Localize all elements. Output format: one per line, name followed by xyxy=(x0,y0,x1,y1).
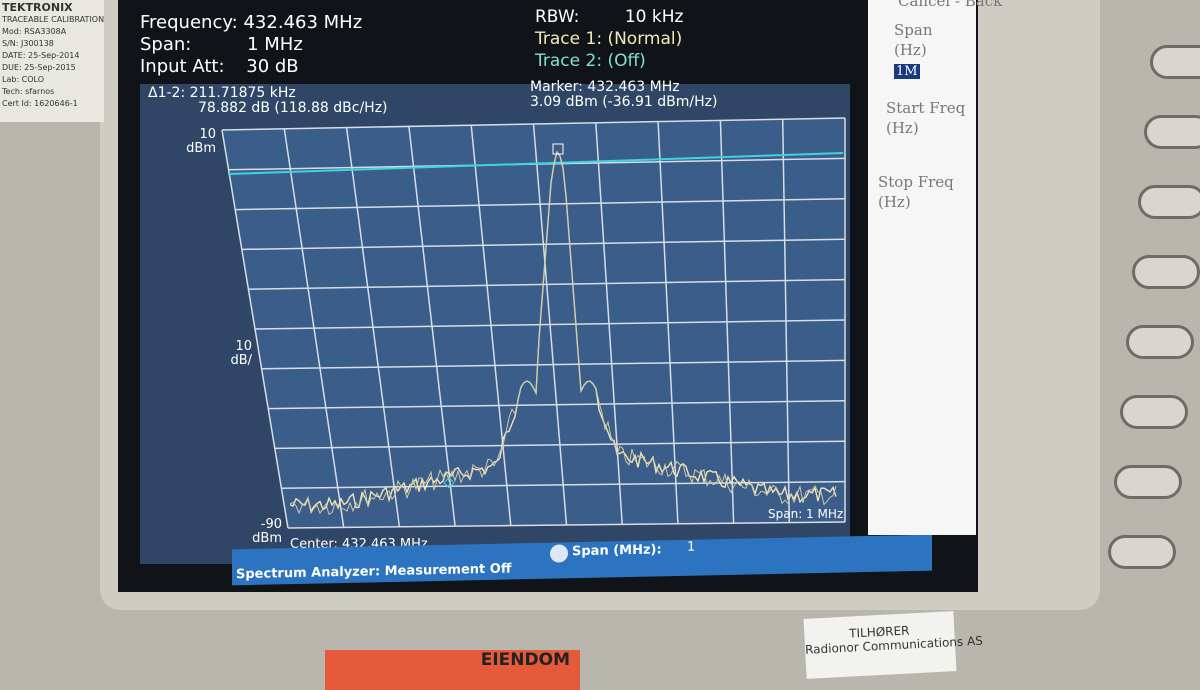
grid-line xyxy=(595,122,623,525)
marker xyxy=(443,477,455,489)
header-right: RBW: 10 kHz Trace 1: (Normal) Trace 2: (… xyxy=(535,6,683,72)
red-label-text: EIENDOM xyxy=(480,650,570,670)
grid-line xyxy=(281,480,846,489)
value: 1 MHz xyxy=(247,34,303,55)
grid xyxy=(221,117,846,529)
grid-line xyxy=(274,440,846,450)
y-label: -90 xyxy=(260,517,282,532)
sticker-text: S/N: J300138 xyxy=(2,39,54,48)
menu-unit: (Hz) xyxy=(878,193,911,211)
value: 30 dB xyxy=(246,56,299,77)
label: Input Att: xyxy=(140,56,225,77)
softkey[interactable] xyxy=(1138,185,1200,219)
sticker-text: TEKTRONIX xyxy=(2,1,73,14)
field-label: Span (MHz): xyxy=(572,542,662,560)
grid-area xyxy=(222,118,845,528)
y-unit: dBm xyxy=(252,531,282,546)
grid-line xyxy=(254,319,846,330)
status-icon xyxy=(550,544,568,563)
softkey[interactable] xyxy=(1150,45,1200,79)
grid-line xyxy=(261,359,846,370)
marker-readout: Marker: 432.463 MHz 3.09 dBm (-36.91 dBm… xyxy=(530,80,717,110)
y-unit: dBm xyxy=(186,141,216,156)
y-top: 10 dBm xyxy=(180,128,216,156)
y-label: 10 xyxy=(199,127,216,142)
sticker-text: TRACEABLE CALIBRATION xyxy=(2,15,105,24)
y-scale: 10 dB/ xyxy=(216,340,252,368)
softkey[interactable] xyxy=(1114,465,1182,499)
menu-unit: (Hz) xyxy=(894,41,927,59)
grid-line xyxy=(719,120,735,524)
sticker-text: Cert Id: 1620646-1 xyxy=(2,99,78,108)
grid-line xyxy=(781,119,791,523)
y-bottom: -90 dBm xyxy=(246,518,282,546)
sticker-left: TEKTRONIX TRACEABLE CALIBRATION Mod: RSA33… xyxy=(0,0,104,122)
menu-item[interactable]: Cancel - Back xyxy=(898,0,1003,10)
menu-label: Stop Freq xyxy=(878,173,954,191)
field-value: 1 xyxy=(687,539,696,555)
red-label: EIENDOM xyxy=(325,650,580,690)
delta-readout: Δ1-2: 211.71875 kHz 78.882 dB (118.88 dB… xyxy=(148,86,388,116)
menu-label: Start Freq xyxy=(886,99,966,117)
menu-field: Span (Hz) xyxy=(894,20,932,60)
label: Trace 2: xyxy=(535,51,603,71)
header-left: Frequency: 432.463 MHz Span: 1 MHz Input… xyxy=(140,12,362,78)
softkey[interactable] xyxy=(1144,115,1200,149)
softkey[interactable] xyxy=(1108,535,1176,569)
label: Trace 1: xyxy=(535,29,603,49)
delta-line: Δ1-2: 211.71875 kHz xyxy=(148,85,296,101)
reference-line xyxy=(227,152,844,175)
marker-line: 3.09 dBm (-36.91 dBm/Hz) xyxy=(530,94,718,110)
label: Span: xyxy=(140,34,192,55)
menu-label: Span xyxy=(894,21,933,39)
label: RBW: xyxy=(535,7,580,27)
sticker-text: DATE: 25-Sep-2014 xyxy=(2,51,80,60)
span-label: Span: 1 MHz xyxy=(768,507,844,521)
y-unit: dB/ xyxy=(230,353,252,368)
menu-input[interactable]: 1M xyxy=(894,64,920,79)
value: (Off) xyxy=(607,51,646,71)
label: Frequency: xyxy=(140,12,238,33)
menu-field[interactable]: Stop Freq (Hz) xyxy=(878,172,954,212)
menu-unit: (Hz) xyxy=(886,119,919,137)
softkey[interactable] xyxy=(1126,325,1194,359)
grid-line xyxy=(268,400,846,410)
softkey[interactable] xyxy=(1132,255,1200,289)
side-menu: Cancel - Back Span (Hz) 1M Start Freq (Hz)… xyxy=(868,0,1002,535)
value: 10 kHz xyxy=(624,7,684,27)
sticker-text: DUE: 25-Sep-2015 xyxy=(2,63,76,72)
y-label: 10 xyxy=(235,339,252,354)
marker-line: Marker: 432.463 MHz xyxy=(530,79,680,95)
sticker-text: Lab: COLO xyxy=(2,75,45,84)
sticker-text: Tech: sfarnos xyxy=(2,87,55,96)
softkey[interactable] xyxy=(1120,395,1188,429)
sticker-bottom: TILHØRER Radionor Communications AS xyxy=(803,611,983,679)
marker xyxy=(552,143,564,155)
grid-line xyxy=(657,121,679,524)
trace xyxy=(289,150,837,516)
value: 432.463 MHz xyxy=(243,12,363,33)
value: (Normal) xyxy=(607,29,683,49)
delta-line: 78.882 dB (118.88 dBc/Hz) xyxy=(198,100,388,116)
status-message: Spectrum Analyzer: Measurement Off xyxy=(236,561,512,583)
menu-field[interactable]: Start Freq (Hz) xyxy=(886,98,965,138)
grid-line xyxy=(287,521,846,529)
sticker-text: Mod: RSA3308A xyxy=(2,27,67,36)
